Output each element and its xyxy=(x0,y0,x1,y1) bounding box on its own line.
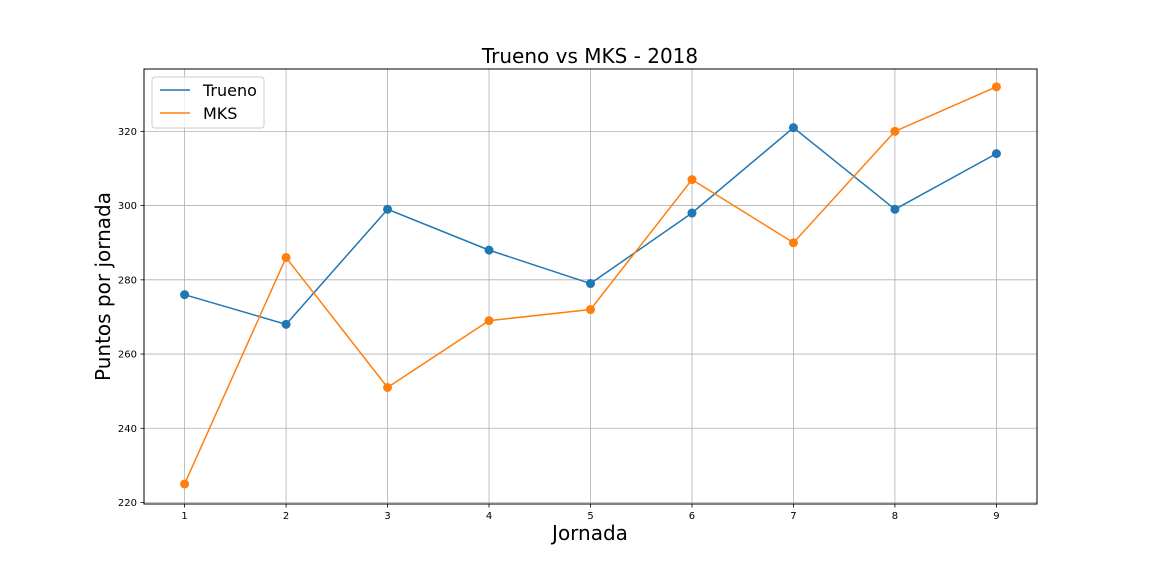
legend-label-mks: MKS xyxy=(203,104,237,123)
y-tick-label: 260 xyxy=(118,350,137,361)
data-point-mks xyxy=(890,126,900,136)
data-point-mks xyxy=(484,316,494,326)
x-tick-label: 1 xyxy=(181,511,187,522)
data-point-mks xyxy=(991,82,1001,92)
legend: Trueno MKS xyxy=(151,76,265,129)
legend-label-trueno: Trueno xyxy=(202,81,257,100)
x-tick-label: 9 xyxy=(993,511,999,522)
data-point-trueno xyxy=(281,319,291,329)
data-point-trueno xyxy=(383,204,393,214)
series-layer xyxy=(180,82,1001,489)
data-point-trueno xyxy=(788,123,798,133)
y-tick-label: 300 xyxy=(118,201,137,212)
chart-title: Trueno vs MKS - 2018 xyxy=(481,44,698,68)
y-tick-label: 320 xyxy=(118,127,137,138)
y-tick-label: 220 xyxy=(118,498,137,509)
data-point-trueno xyxy=(484,245,494,255)
x-tick-label: 4 xyxy=(486,511,492,522)
x-tick-label: 8 xyxy=(892,511,898,522)
x-tick-label: 2 xyxy=(283,511,289,522)
data-point-mks xyxy=(281,253,291,263)
data-point-mks xyxy=(383,382,393,392)
y-tick-label: 240 xyxy=(118,424,137,435)
axis-ticks: 1 2 3 4 5 6 7 8 9 220 240 260 280 300 320 xyxy=(118,127,1000,522)
y-tick-label: 280 xyxy=(118,275,137,286)
data-point-mks xyxy=(180,479,190,489)
x-axis-label: Jornada xyxy=(550,521,628,545)
x-tick-label: 5 xyxy=(587,511,593,522)
data-point-trueno xyxy=(687,208,697,218)
data-point-mks xyxy=(788,238,798,248)
data-point-trueno xyxy=(991,149,1001,159)
data-point-mks xyxy=(687,175,697,185)
x-tick-label: 3 xyxy=(384,511,390,522)
x-tick-label: 7 xyxy=(790,511,796,522)
x-tick-label: 6 xyxy=(689,511,695,522)
data-point-trueno xyxy=(890,204,900,214)
data-point-trueno xyxy=(586,279,595,289)
y-axis-label: Puntos por jornada xyxy=(91,192,115,381)
data-point-mks xyxy=(586,305,595,315)
data-point-trueno xyxy=(180,290,190,300)
